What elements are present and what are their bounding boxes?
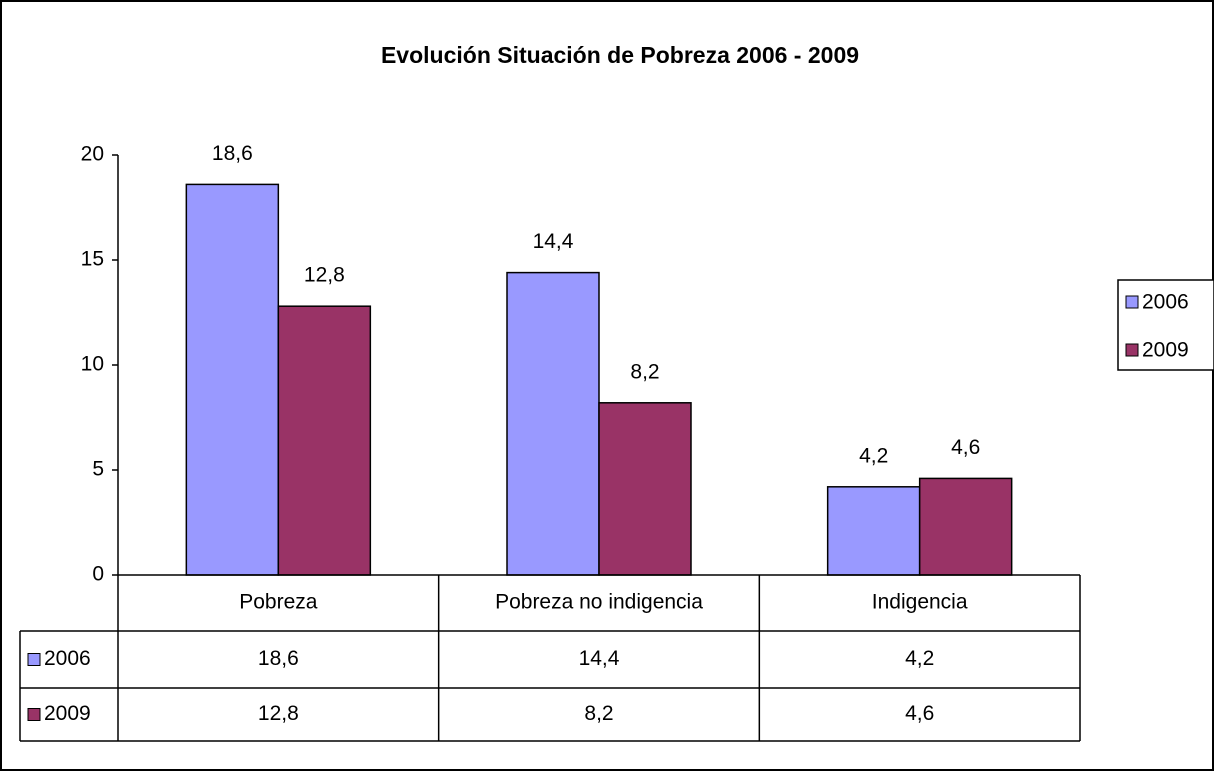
y-tick-label: 0: [92, 563, 104, 586]
table-cell: 4,2: [905, 647, 934, 670]
y-tick-label: 5: [92, 458, 104, 481]
legend-swatch: [1125, 295, 1139, 309]
legend-label: 2006: [1142, 291, 1189, 314]
x-tick-label: Pobreza: [239, 591, 318, 614]
table-cell: 12,8: [258, 702, 299, 725]
x-tick-label: Indigencia: [872, 591, 968, 614]
bar: [598, 402, 692, 576]
data-label: 12,8: [304, 264, 345, 287]
bar: [506, 271, 600, 576]
bar: [277, 305, 372, 576]
table-row-label: 2006: [44, 647, 91, 670]
chart-title: Evolución Situación de Pobreza 2006 - 20…: [381, 42, 859, 68]
data-label: 4,6: [951, 436, 980, 459]
bar: [185, 183, 280, 576]
legend-label: 2009: [1142, 339, 1189, 362]
table-cell: 8,2: [584, 702, 613, 725]
y-tick-label: 10: [81, 353, 104, 376]
table-legend-swatch: [27, 708, 41, 721]
legend-swatch: [1125, 343, 1139, 357]
data-label: 4,2: [859, 444, 888, 467]
table-legend-swatch: [27, 653, 41, 666]
bar: [826, 486, 921, 576]
y-tick-label: 15: [81, 248, 104, 271]
data-label: 14,4: [533, 230, 574, 253]
y-tick-label: 20: [81, 143, 104, 166]
table-row-label: 2009: [44, 702, 91, 725]
x-tick-label: Pobreza no indigencia: [495, 591, 703, 614]
data-label: 18,6: [212, 142, 253, 165]
data-label: 8,2: [630, 360, 659, 383]
table-cell: 4,6: [905, 702, 934, 725]
table-cell: 18,6: [258, 647, 299, 670]
table-cell: 14,4: [579, 647, 620, 670]
bar: [918, 477, 1013, 576]
